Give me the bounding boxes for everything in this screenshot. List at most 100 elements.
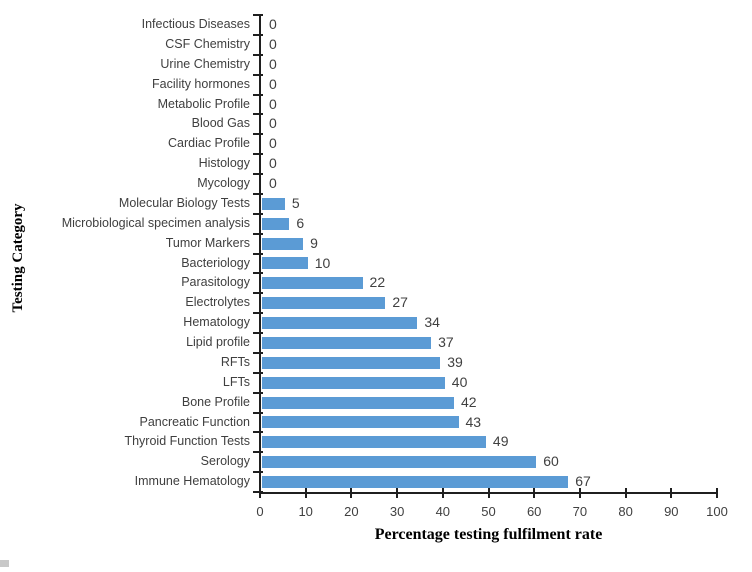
data-label: 49 — [492, 433, 509, 450]
y-axis-tick — [253, 252, 263, 255]
data-label: 0 — [269, 35, 277, 52]
category-label: Histology — [198, 156, 250, 171]
category-axis-labels: Infectious Diseases CSF Chemistry Urine Ch… — [0, 15, 250, 492]
y-axis-tick — [253, 351, 263, 354]
bar — [262, 197, 285, 210]
data-label: 27 — [392, 294, 408, 311]
bar — [262, 317, 418, 330]
data-label: 42 — [460, 393, 477, 410]
x-axis-tick — [441, 488, 444, 498]
data-label: 0 — [269, 115, 277, 132]
y-axis-tick — [253, 93, 263, 96]
data-label: 40 — [451, 373, 468, 390]
category-label: Hematology — [183, 315, 250, 330]
x-axis-tick-label: 30 — [389, 504, 405, 519]
y-axis-tick — [253, 371, 263, 374]
bar — [262, 416, 459, 429]
y-axis-tick — [253, 232, 263, 235]
category-label: Mycology — [197, 176, 250, 190]
category-label: Bacteriology — [181, 255, 250, 270]
data-label: 22 — [369, 274, 386, 291]
category-label: Cardiac Profile — [168, 136, 250, 151]
bar — [262, 396, 454, 409]
data-label: 39 — [447, 353, 463, 370]
x-axis-tick-label: 0 — [256, 504, 264, 519]
data-label: 0 — [269, 155, 277, 172]
x-axis-tick — [259, 488, 261, 498]
category-label: Electrolytes — [185, 295, 250, 310]
x-axis-tick — [487, 488, 490, 498]
x-axis-tick-label: 10 — [298, 504, 313, 519]
x-axis-tick — [670, 488, 673, 498]
x-axis-tick — [716, 488, 718, 498]
y-axis-tick — [253, 192, 263, 195]
x-axis-tick-label: 50 — [481, 504, 496, 519]
data-label: 0 — [269, 135, 277, 152]
x-axis-tick — [304, 488, 307, 498]
data-label: 6 — [296, 214, 305, 231]
category-label: Lipid profile — [186, 335, 250, 349]
data-label: 67 — [575, 473, 591, 490]
y-axis-tick — [253, 53, 263, 56]
category-label: Facility hormones — [152, 76, 250, 91]
data-label: 5 — [291, 194, 300, 211]
data-label: 0 — [269, 55, 277, 72]
data-label: 34 — [424, 314, 440, 331]
y-axis-tick — [253, 391, 263, 394]
y-axis-tick — [253, 173, 263, 175]
category-label: Blood Gas — [191, 116, 250, 131]
bar — [262, 217, 290, 230]
data-label: 43 — [465, 413, 482, 430]
x-axis-tick-label: 20 — [344, 504, 359, 519]
category-label: Urine Chemistry — [160, 56, 250, 71]
data-label: 0 — [269, 16, 277, 32]
y-axis-tick — [253, 133, 263, 136]
category-label: Immune Hematology — [134, 474, 250, 489]
category-label: Metabolic Profile — [157, 96, 250, 111]
x-axis-tick-label: 70 — [572, 504, 588, 519]
y-axis-tick — [253, 312, 263, 315]
x-axis-tick-label: 80 — [618, 504, 633, 519]
x-axis-tick — [396, 488, 399, 498]
corner-artifact — [0, 560, 9, 567]
plot-area: 0 0 0 0 0 0 0 0 0 5 6 9 10 22 27 34 37 39 40 42 43 49 60 67 — [259, 15, 718, 494]
bar — [262, 277, 363, 290]
category-label: CSF Chemistry — [165, 36, 250, 51]
bar — [262, 237, 304, 250]
y-axis-tick — [253, 272, 263, 275]
bar — [262, 257, 308, 270]
bar — [262, 456, 537, 469]
category-label: Serology — [200, 454, 250, 469]
y-axis-tick — [253, 212, 263, 215]
y-axis-tick — [253, 73, 263, 76]
category-label: Parasitology — [181, 275, 250, 290]
y-axis-tick — [253, 33, 263, 36]
y-axis-tick — [253, 411, 263, 414]
x-axis-tick — [533, 488, 536, 498]
category-label: Thyroid Function Tests — [124, 434, 250, 449]
bar — [262, 436, 486, 449]
bar — [262, 356, 441, 369]
category-label: Bone Profile — [181, 394, 250, 409]
y-axis-tick — [253, 332, 263, 334]
category-label: RFTs — [220, 354, 250, 369]
category-label: Tumor Markers — [165, 235, 250, 250]
data-label: 0 — [269, 95, 277, 112]
x-axis-tick — [624, 488, 627, 498]
data-label: 0 — [269, 75, 277, 92]
x-axis-tick — [350, 488, 353, 498]
y-axis-tick — [253, 292, 263, 295]
category-label: Infectious Diseases — [141, 17, 250, 31]
category-label: Pancreatic Function — [139, 414, 250, 429]
y-axis-tick — [253, 451, 263, 454]
bar — [262, 336, 432, 349]
data-label: 10 — [314, 254, 331, 271]
x-axis-tick-label: 90 — [664, 504, 679, 519]
data-label: 37 — [438, 334, 454, 350]
y-axis-tick — [253, 14, 263, 16]
bar — [262, 297, 386, 310]
x-axis-tick-label: 100 — [706, 504, 728, 519]
y-axis-tick — [253, 153, 263, 156]
data-label: 9 — [310, 234, 318, 251]
category-label: Microbiological specimen analysis — [61, 215, 250, 230]
